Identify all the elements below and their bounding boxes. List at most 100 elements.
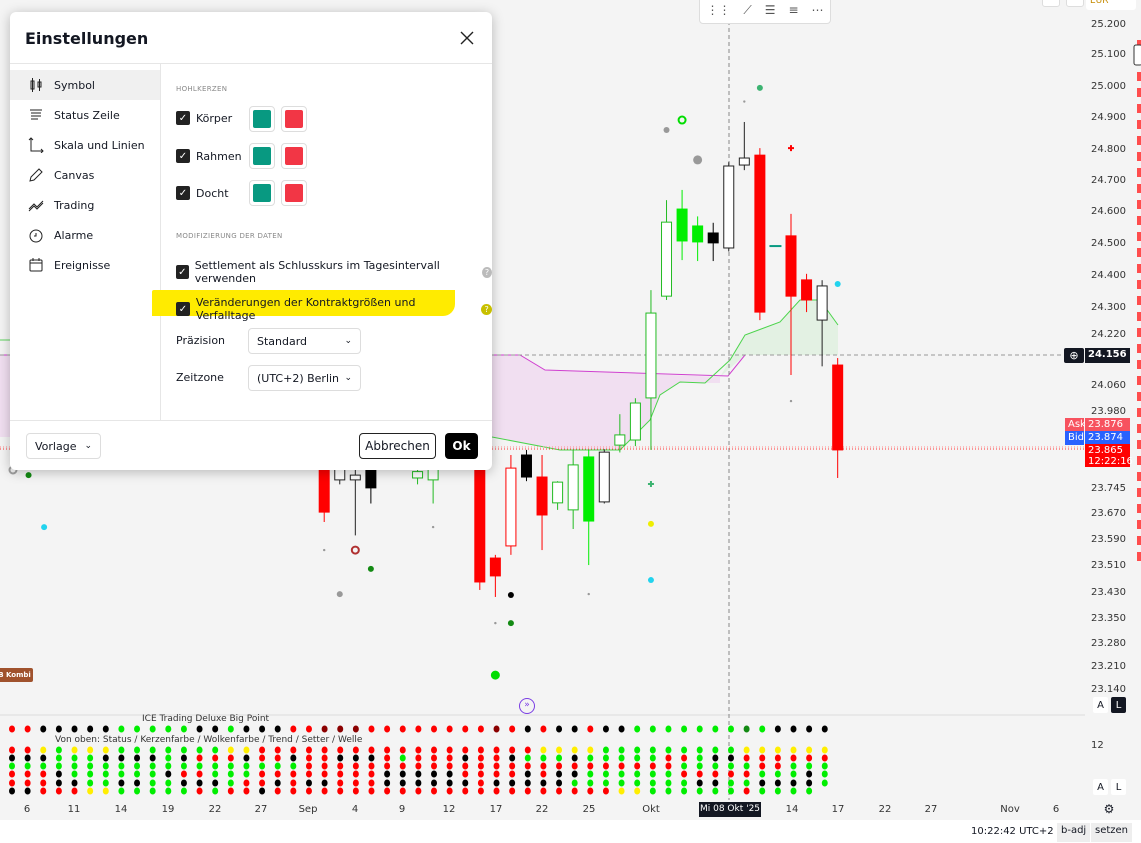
koerper-checkbox[interactable]: ✓: [176, 111, 190, 125]
precision-label: Präzision: [176, 334, 226, 347]
rahmen-up-color[interactable]: [249, 143, 275, 169]
time-tick-label: Nov: [1000, 804, 1020, 815]
fib-tool-icon[interactable]: ≡: [788, 3, 799, 17]
indicator-dot: [352, 746, 359, 754]
right-strip-mark: [1137, 88, 1141, 97]
add-alert-button[interactable]: ⊕: [1064, 348, 1084, 363]
currency-dropdown[interactable]: EUR: [1086, 0, 1136, 10]
indicator-dot: [227, 787, 234, 795]
indicator-dot: [477, 779, 484, 787]
drag-handle-icon[interactable]: ⋮⋮: [706, 3, 731, 17]
scroll-to-realtime-icon[interactable]: »: [519, 698, 535, 714]
indicator-dot: [290, 770, 297, 778]
indicator-dot: [196, 787, 203, 795]
settlement-checkbox[interactable]: ✓: [176, 265, 189, 279]
big-point-dot: [540, 725, 547, 733]
dot-marker: [647, 520, 654, 527]
template-select[interactable]: Vorlage ⌄: [26, 433, 101, 459]
right-strip-mark: [1137, 312, 1141, 321]
indicator-dot: [587, 762, 594, 770]
indicator-dot: [55, 754, 62, 762]
indicator-dot: [821, 779, 828, 787]
setzen-button[interactable]: setzen: [1091, 823, 1133, 842]
indicator-dot: [9, 746, 15, 754]
indicator-dot: [55, 746, 62, 754]
koerper-down-color[interactable]: [281, 106, 307, 132]
download-icon[interactable]: [1042, 0, 1060, 7]
screen-icon[interactable]: [1066, 0, 1084, 7]
precision-select[interactable]: Standard ⌄: [248, 328, 361, 354]
indicator-dot: [446, 779, 453, 787]
indicator-dot: [243, 754, 250, 762]
indicator-dot: [743, 762, 750, 770]
sidebar-item-trading[interactable]: Trading: [10, 190, 160, 220]
big-point-dot: [712, 725, 719, 733]
koerper-label: Körper: [196, 111, 233, 125]
koerper-up-color[interactable]: [249, 106, 275, 132]
sidebar-item-symbol[interactable]: Symbol: [10, 70, 160, 100]
docht-down-color[interactable]: [281, 180, 307, 206]
indicator-dot: [196, 746, 203, 754]
indicator-dot: [259, 762, 266, 770]
settlement-row: ✓ Settlement als Schlusskurs im Tagesinte…: [176, 259, 492, 285]
indicator-dot: [759, 754, 766, 762]
b-adj-button[interactable]: b-adj: [1057, 823, 1091, 842]
time-tick-label: 11: [67, 804, 81, 815]
measure-tool-icon[interactable]: ⋯: [811, 3, 824, 17]
close-icon[interactable]: [458, 29, 476, 47]
timezone-select[interactable]: (UTC+2) Berlin ⌄: [248, 365, 361, 391]
rahmen-checkbox[interactable]: ✓: [176, 149, 190, 163]
log-scale-button[interactable]: L: [1111, 697, 1126, 713]
sidebar-item-canvas[interactable]: Canvas: [10, 160, 160, 190]
indicator-dot: [24, 754, 31, 762]
settings-gear-icon[interactable]: ⚙: [1103, 802, 1115, 816]
indicator-dot: [9, 754, 15, 762]
sidebar-item-alarme[interactable]: Alarme: [10, 220, 160, 250]
dot-marker: [507, 620, 514, 627]
ring-marker: [350, 545, 360, 555]
help-icon[interactable]: ?: [482, 266, 492, 278]
indicator-dot: [55, 770, 62, 778]
indicator-dot: [790, 754, 797, 762]
indicator-dot: [571, 770, 578, 778]
indicator-dot: [634, 746, 641, 754]
indicator-dot: [509, 746, 516, 754]
ok-button[interactable]: Ok: [445, 433, 478, 459]
help-icon[interactable]: ?: [481, 303, 493, 315]
sidebar-item-status-zeile[interactable]: Status Zeile: [10, 100, 160, 130]
indicator-dot: [384, 779, 391, 787]
section-modifizierung: MODIFIZIERUNG DER DATEN: [176, 232, 283, 240]
rahmen-down-color[interactable]: [281, 143, 307, 169]
sidebar-item-skala-und-linien[interactable]: Skala und Linien: [10, 130, 160, 160]
contract-changes-checkbox[interactable]: ✓: [176, 302, 190, 316]
indicator-dot: [446, 746, 453, 754]
big-point-dot: [71, 725, 78, 733]
docht-up-color[interactable]: [249, 180, 275, 206]
indicator-dot: [602, 787, 609, 795]
indicator-dot: [759, 762, 766, 770]
big-point-dot: [462, 725, 469, 733]
indicator-dot: [71, 754, 78, 762]
indicator-dot: [337, 779, 344, 787]
time-tick-label: 14: [114, 804, 128, 815]
sidebar-item-ereignisse[interactable]: Ereignisse: [10, 250, 160, 280]
pattern-tool-icon[interactable]: ⟋: [743, 2, 752, 17]
dot-marker: [367, 565, 374, 572]
indicator-auto-scale-button[interactable]: A: [1093, 779, 1108, 795]
indicator-dot: [40, 787, 47, 795]
big-point-dot: [290, 725, 297, 733]
candle-body: [536, 476, 548, 516]
indicator-dot: [384, 746, 391, 754]
time-tick-label: 22: [535, 804, 549, 815]
docht-checkbox[interactable]: ✓: [176, 186, 190, 200]
lines-tool-icon[interactable]: ☰: [764, 3, 776, 17]
indicator-dot: [321, 762, 328, 770]
indicator-log-scale-button[interactable]: L: [1111, 779, 1126, 795]
indicator-dot: [118, 770, 125, 778]
indicator-dot: [134, 746, 141, 754]
indicator-dot: [602, 746, 609, 754]
indicator-dot: [649, 779, 656, 787]
indicator-dot: [556, 770, 563, 778]
cancel-button[interactable]: Abbrechen: [359, 433, 436, 459]
auto-scale-button[interactable]: A: [1093, 697, 1108, 713]
